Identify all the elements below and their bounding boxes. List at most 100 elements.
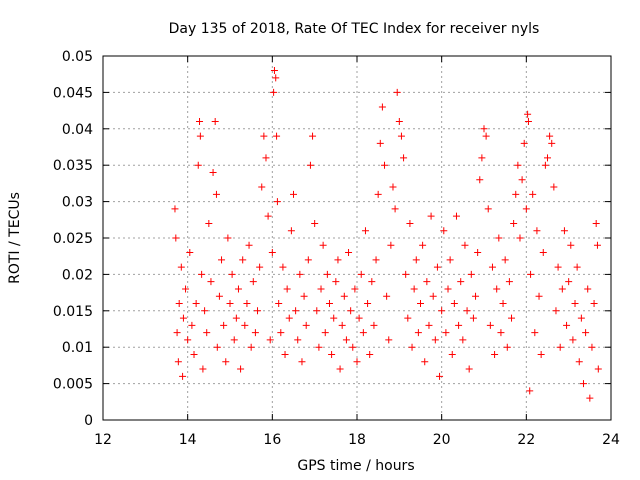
y-tick-label: 0.01 [62,340,93,356]
data-point [319,241,327,249]
data-point [579,380,587,388]
data-point [400,154,408,162]
data-point [215,292,223,300]
data-point [421,358,429,366]
data-point [594,365,602,373]
data-point [268,249,276,257]
data-point [179,314,187,322]
y-tick-label: 0.04 [62,122,93,138]
data-point [503,343,511,351]
data-point [397,132,405,140]
data-point [476,176,484,184]
data-point [256,263,264,271]
data-point [524,110,532,118]
data-point [452,212,460,220]
data-point [192,300,200,308]
data-point [425,321,433,329]
data-point [241,321,249,329]
data-point [429,292,437,300]
data-point [590,300,598,308]
data-point [182,285,190,293]
data-point [567,241,575,249]
data-point [524,118,532,126]
data-point [173,329,181,337]
data-point [546,132,554,140]
data-point [571,300,579,308]
data-point [414,329,422,337]
data-point [277,329,285,337]
data-point [188,321,196,329]
data-point [298,358,306,366]
y-tick-label: 0.05 [62,49,93,65]
data-point [283,285,291,293]
data-point [340,292,348,300]
data-point [402,270,410,278]
data-point [560,227,568,235]
data-point [287,227,295,235]
data-point [201,307,209,315]
data-point [383,292,391,300]
data-point [174,358,182,366]
data-point [472,292,480,300]
data-point [465,365,473,373]
data-point [459,336,467,344]
data-point [364,300,372,308]
data-point [334,256,342,264]
data-point [336,365,344,373]
data-point [535,292,543,300]
data-point [332,278,340,286]
data-point [537,350,545,358]
data-point [529,190,537,198]
data-point [196,132,204,140]
data-point [550,183,558,191]
data-point [249,278,257,286]
data-point [556,343,564,351]
x-tick-label: 12 [94,432,112,448]
data-point [273,132,281,140]
data-point [463,307,471,315]
data-point [361,227,369,235]
data-point [309,132,317,140]
y-axis-label: ROTI / TECUs [7,192,23,284]
data-point [260,132,268,140]
data-point [311,219,319,227]
data-point [552,307,560,315]
y-tick-label: 0.03 [62,195,93,211]
data-point [270,88,278,96]
data-point [366,350,374,358]
data-point [563,321,571,329]
data-point [393,88,401,96]
data-point [372,256,380,264]
x-tick-label: 20 [433,432,451,448]
data-point [353,358,361,366]
data-point [330,314,338,322]
data-point [419,241,427,249]
data-point [213,343,221,351]
data-point [512,190,520,198]
data-point [440,227,448,235]
data-point [251,329,259,337]
data-point [554,263,562,271]
y-tick-label: 0.035 [53,158,93,174]
data-point [272,74,280,82]
data-point [198,270,206,278]
data-point [279,263,287,271]
data-point [325,300,333,308]
data-point [514,161,522,169]
data-point [196,118,204,126]
data-point [404,314,412,322]
data-point [368,278,376,286]
data-point [218,256,226,264]
data-point [467,270,475,278]
data-point [592,219,600,227]
data-point [222,358,230,366]
data-point [482,132,490,140]
data-point [211,118,219,126]
data-point [436,372,444,380]
data-point [505,278,513,286]
x-tick-label: 24 [602,432,620,448]
data-point [262,154,270,162]
data-point [488,263,496,271]
data-point [457,278,465,286]
y-tick-label: 0.045 [53,85,93,101]
